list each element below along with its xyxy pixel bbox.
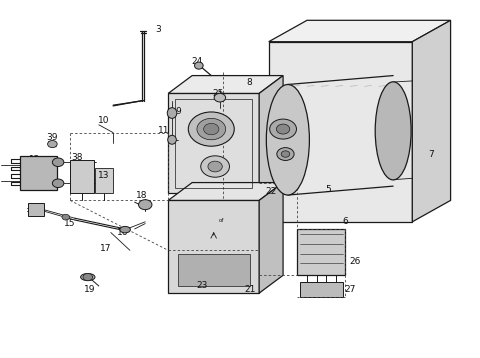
Text: 14: 14: [27, 207, 39, 216]
Ellipse shape: [81, 274, 95, 281]
Circle shape: [204, 124, 219, 135]
Circle shape: [52, 179, 64, 188]
Polygon shape: [168, 76, 283, 93]
Polygon shape: [168, 183, 283, 200]
Text: 23: 23: [196, 281, 207, 290]
Text: 17: 17: [100, 244, 112, 253]
Circle shape: [139, 200, 152, 210]
Text: 9: 9: [175, 107, 180, 116]
Circle shape: [197, 118, 226, 140]
Text: 25: 25: [213, 89, 224, 98]
Text: 38: 38: [72, 153, 83, 162]
Circle shape: [276, 124, 290, 134]
Text: 24: 24: [192, 57, 203, 66]
Polygon shape: [269, 20, 451, 42]
Text: 12: 12: [28, 155, 40, 164]
Polygon shape: [259, 183, 283, 293]
Text: 22: 22: [265, 187, 277, 196]
Circle shape: [277, 147, 294, 160]
Polygon shape: [96, 168, 113, 193]
Text: of: of: [219, 218, 225, 223]
Circle shape: [214, 93, 226, 102]
Circle shape: [208, 161, 222, 172]
Circle shape: [188, 112, 234, 146]
Ellipse shape: [375, 82, 411, 180]
Ellipse shape: [168, 135, 176, 144]
Text: 5: 5: [325, 185, 331, 194]
Text: 26: 26: [349, 257, 360, 266]
Text: 3: 3: [156, 25, 161, 34]
Circle shape: [281, 151, 290, 157]
Circle shape: [62, 214, 70, 220]
Polygon shape: [178, 254, 250, 286]
Polygon shape: [168, 93, 259, 193]
Text: 6: 6: [342, 217, 348, 226]
Ellipse shape: [266, 84, 310, 195]
Text: 7: 7: [429, 150, 434, 159]
Polygon shape: [412, 20, 451, 222]
Text: 21: 21: [244, 285, 255, 294]
Text: 16: 16: [117, 228, 129, 237]
Text: 15: 15: [64, 219, 76, 228]
Text: 18: 18: [136, 190, 148, 199]
Polygon shape: [298, 229, 345, 275]
Polygon shape: [28, 203, 44, 217]
Circle shape: [201, 156, 229, 177]
Circle shape: [270, 119, 297, 139]
Text: 8: 8: [247, 78, 252, 87]
Polygon shape: [168, 200, 259, 293]
Ellipse shape: [167, 108, 177, 118]
Text: 11: 11: [157, 126, 169, 135]
Text: 39: 39: [47, 134, 58, 142]
Polygon shape: [20, 156, 57, 190]
Circle shape: [83, 274, 93, 281]
Text: 19: 19: [84, 285, 95, 294]
Text: 13: 13: [98, 171, 109, 180]
Circle shape: [52, 158, 64, 166]
Circle shape: [48, 140, 57, 147]
Text: 27: 27: [344, 285, 356, 294]
Polygon shape: [70, 160, 94, 193]
Polygon shape: [300, 282, 343, 297]
Text: 10: 10: [98, 116, 109, 125]
Ellipse shape: [120, 226, 131, 233]
Ellipse shape: [194, 62, 203, 69]
Polygon shape: [259, 76, 283, 193]
Polygon shape: [269, 42, 412, 222]
